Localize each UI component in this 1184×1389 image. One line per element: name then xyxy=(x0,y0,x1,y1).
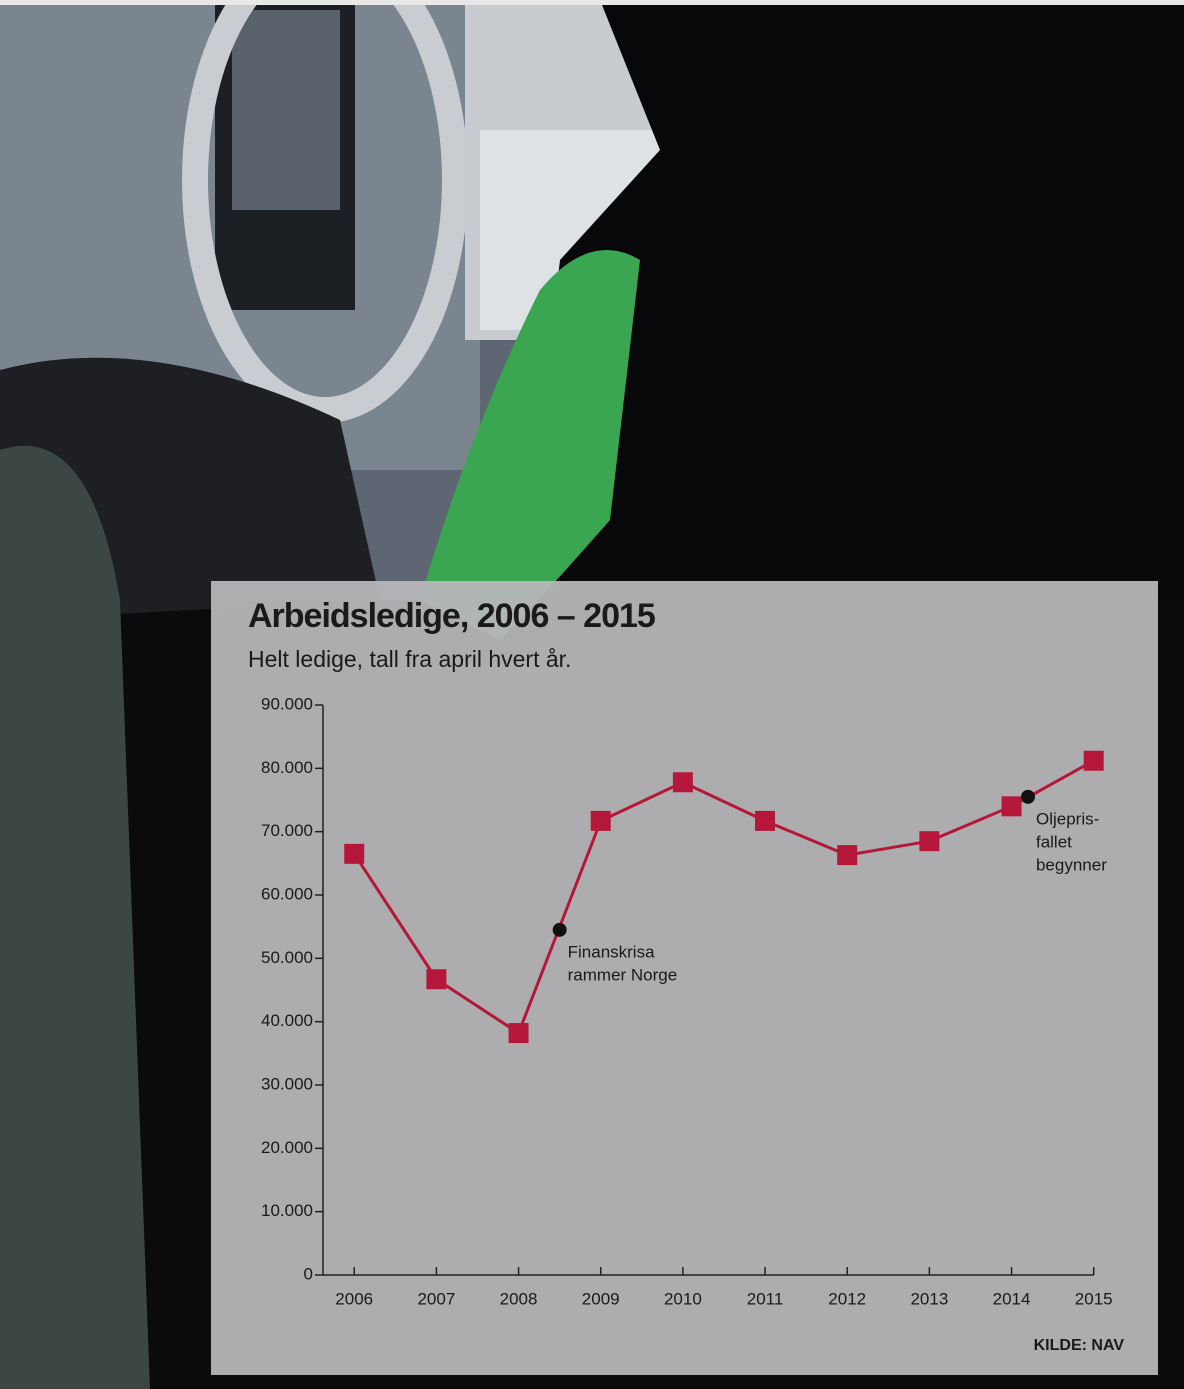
y-tick-label: 20.000 xyxy=(261,1138,313,1157)
y-tick-label: 0 xyxy=(304,1264,313,1283)
x-tick-label: 2012 xyxy=(828,1289,866,1308)
source: KILDE: NAV xyxy=(1034,1337,1125,1354)
data-point xyxy=(755,810,776,831)
y-tick-label: 10.000 xyxy=(261,1201,313,1220)
annotation-text: Oljepris- xyxy=(1036,809,1099,828)
y-tick-label: 50.000 xyxy=(261,948,313,967)
x-tick-label: 2015 xyxy=(1075,1289,1113,1308)
chart-title: Arbeidsledige, 2006 – 2015 xyxy=(248,597,655,635)
y-tick-label: 90.000 xyxy=(261,694,313,713)
chart-subtitle: Helt ledige, tall fra april hvert år. xyxy=(248,646,571,672)
annotation-text: begynner xyxy=(1036,855,1107,874)
y-tick-label: 70.000 xyxy=(261,821,313,840)
data-point xyxy=(344,843,365,864)
y-tick-label: 40.000 xyxy=(261,1011,313,1030)
annotation-text: Finanskrisa xyxy=(568,942,655,961)
x-tick-label: 2011 xyxy=(747,1289,784,1308)
x-tick-label: 2007 xyxy=(417,1289,455,1308)
annotation-dot xyxy=(552,922,567,937)
data-point xyxy=(672,772,693,793)
annotation-text: fallet xyxy=(1036,832,1072,851)
y-tick-label: 30.000 xyxy=(261,1074,313,1093)
x-tick-label: 2008 xyxy=(500,1289,538,1308)
data-point xyxy=(1001,796,1022,817)
data-point xyxy=(1083,750,1104,771)
annotation-text: rammer Norge xyxy=(568,965,678,984)
x-tick-label: 2013 xyxy=(910,1289,948,1308)
x-tick-label: 2014 xyxy=(993,1289,1031,1308)
data-point xyxy=(837,845,858,866)
y-tick-label: 60.000 xyxy=(261,884,313,903)
x-tick-label: 2006 xyxy=(335,1289,373,1308)
x-tick-label: 2010 xyxy=(664,1289,702,1308)
data-point xyxy=(590,810,611,831)
y-tick-label: 80.000 xyxy=(261,758,313,777)
data-point xyxy=(426,969,447,990)
chart-panel xyxy=(211,581,1158,1375)
data-point xyxy=(508,1023,529,1044)
annotation-dot xyxy=(1020,789,1035,804)
x-tick-label: 2009 xyxy=(582,1289,620,1308)
series-line xyxy=(352,759,1095,1036)
data-point xyxy=(919,831,940,852)
